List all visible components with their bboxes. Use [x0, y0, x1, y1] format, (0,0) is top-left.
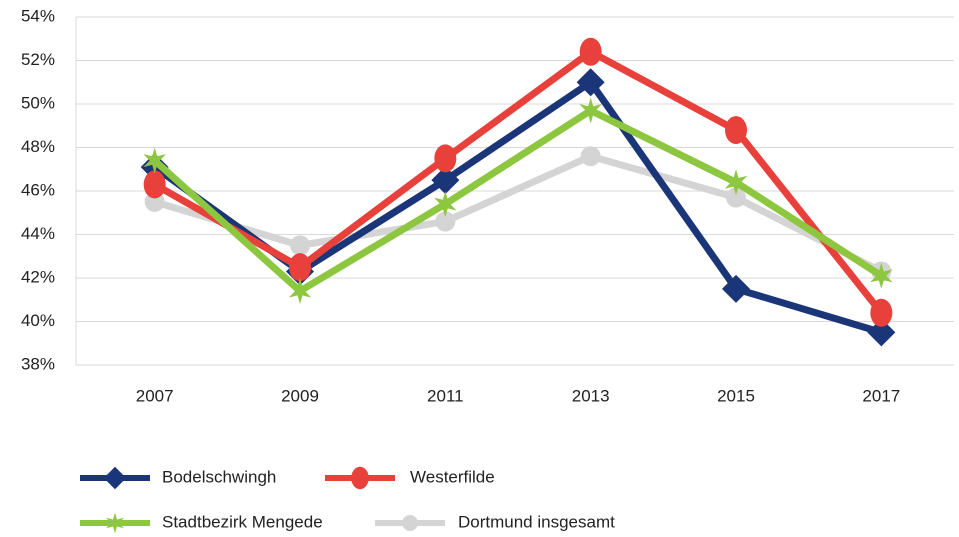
y-tick-label: 54% [21, 6, 55, 25]
y-tick-label: 46% [21, 180, 55, 199]
legend-marker [106, 512, 124, 534]
marker [434, 191, 457, 218]
marker [579, 97, 602, 124]
marker [434, 144, 457, 173]
y-tick-label: 48% [21, 137, 55, 156]
marker [576, 68, 605, 97]
legend-label: Dortmund insgesamt [458, 512, 615, 531]
marker [289, 253, 311, 282]
marker [867, 318, 896, 347]
y-tick-label: 50% [21, 93, 55, 112]
x-tick-label: 2007 [136, 386, 174, 405]
legend-label: Bodelschwingh [162, 467, 276, 486]
marker [435, 211, 456, 232]
marker [290, 235, 310, 256]
marker [143, 147, 166, 174]
marker [580, 146, 601, 167]
marker [726, 187, 746, 208]
series-line [153, 152, 883, 275]
legend-marker [402, 515, 418, 531]
y-tick-label: 52% [21, 50, 55, 69]
marker [725, 116, 747, 145]
marker [431, 166, 460, 195]
marker [722, 274, 750, 303]
marker [870, 262, 893, 289]
y-tick-label: 38% [21, 354, 55, 373]
y-tick-label: 44% [21, 224, 55, 243]
legend-marker [351, 466, 369, 490]
x-tick-label: 2017 [862, 386, 900, 405]
series-line [152, 107, 884, 295]
series-line [152, 48, 885, 315]
x-tick-label: 2015 [717, 386, 755, 405]
marker [288, 278, 312, 305]
marker [724, 169, 748, 196]
legend-label: Westerfilde [410, 467, 495, 486]
marker [143, 170, 166, 199]
x-tick-label: 2011 [427, 386, 464, 405]
y-tick-label: 42% [21, 267, 55, 286]
legend-marker [103, 466, 127, 490]
y-tick-label: 40% [21, 311, 55, 330]
marker [579, 37, 602, 66]
legend-label: Stadtbezirk Mengede [162, 512, 323, 531]
x-tick-label: 2009 [281, 386, 319, 405]
marker [870, 298, 893, 327]
x-tick-label: 2013 [572, 386, 610, 405]
